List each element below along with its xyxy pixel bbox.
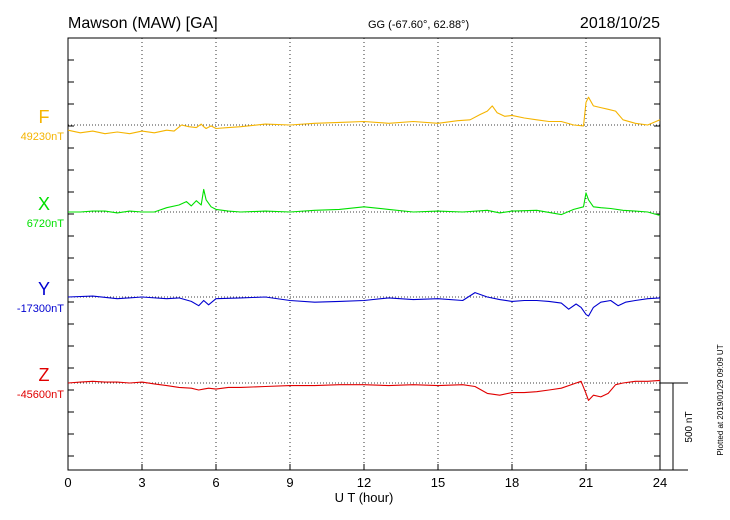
series-labels: F 49230nT X 6720nT Y -17300nT Z -45600nT bbox=[17, 107, 64, 401]
series-line-z bbox=[67, 379, 661, 401]
x-tick-label-24: 24 bbox=[653, 475, 667, 490]
x-tick-label-9: 9 bbox=[286, 475, 293, 490]
scale-bar-label: 500 nT bbox=[684, 411, 695, 442]
series-name-x: X bbox=[38, 194, 50, 214]
x-tick-label-3: 3 bbox=[138, 475, 145, 490]
plot-date: 2018/10/25 bbox=[580, 15, 660, 32]
series-name-z: Z bbox=[39, 365, 50, 385]
grid-lines bbox=[141, 38, 587, 470]
x-tick-label-15: 15 bbox=[431, 475, 445, 490]
frame-tick-marks bbox=[67, 37, 661, 470]
x-tick-label-21: 21 bbox=[579, 475, 593, 490]
series-line-y bbox=[67, 292, 661, 317]
x-tick-labels: 0 3 6 9 12 15 18 21 24 bbox=[64, 475, 667, 490]
station-coordinates: GG (-67.60°, 62.88°) bbox=[368, 19, 469, 31]
scale-bar: 500 nT bbox=[660, 382, 695, 471]
x-tick-label-18: 18 bbox=[505, 475, 519, 490]
x-axis-label: U T (hour) bbox=[335, 490, 394, 505]
series-name-y: Y bbox=[38, 279, 50, 299]
series-lines bbox=[67, 96, 661, 401]
plotted-timestamp: Plotted at 2019/01/29 09:09 UT bbox=[716, 344, 725, 455]
x-tick-label-0: 0 bbox=[64, 475, 71, 490]
series-baseline-y: -17300nT bbox=[17, 303, 64, 315]
series-name-f: F bbox=[39, 107, 50, 127]
series-baseline-z: -45600nT bbox=[17, 389, 64, 401]
x-tick-label-6: 6 bbox=[212, 475, 219, 490]
series-line-f bbox=[67, 96, 661, 135]
series-baseline-f: 49230nT bbox=[21, 131, 65, 143]
series-baseline-x: 6720nT bbox=[27, 218, 65, 230]
series-line-x bbox=[68, 188, 661, 217]
x-tick-label-12: 12 bbox=[357, 475, 371, 490]
station-title: Mawson (MAW) [GA] bbox=[68, 15, 218, 32]
